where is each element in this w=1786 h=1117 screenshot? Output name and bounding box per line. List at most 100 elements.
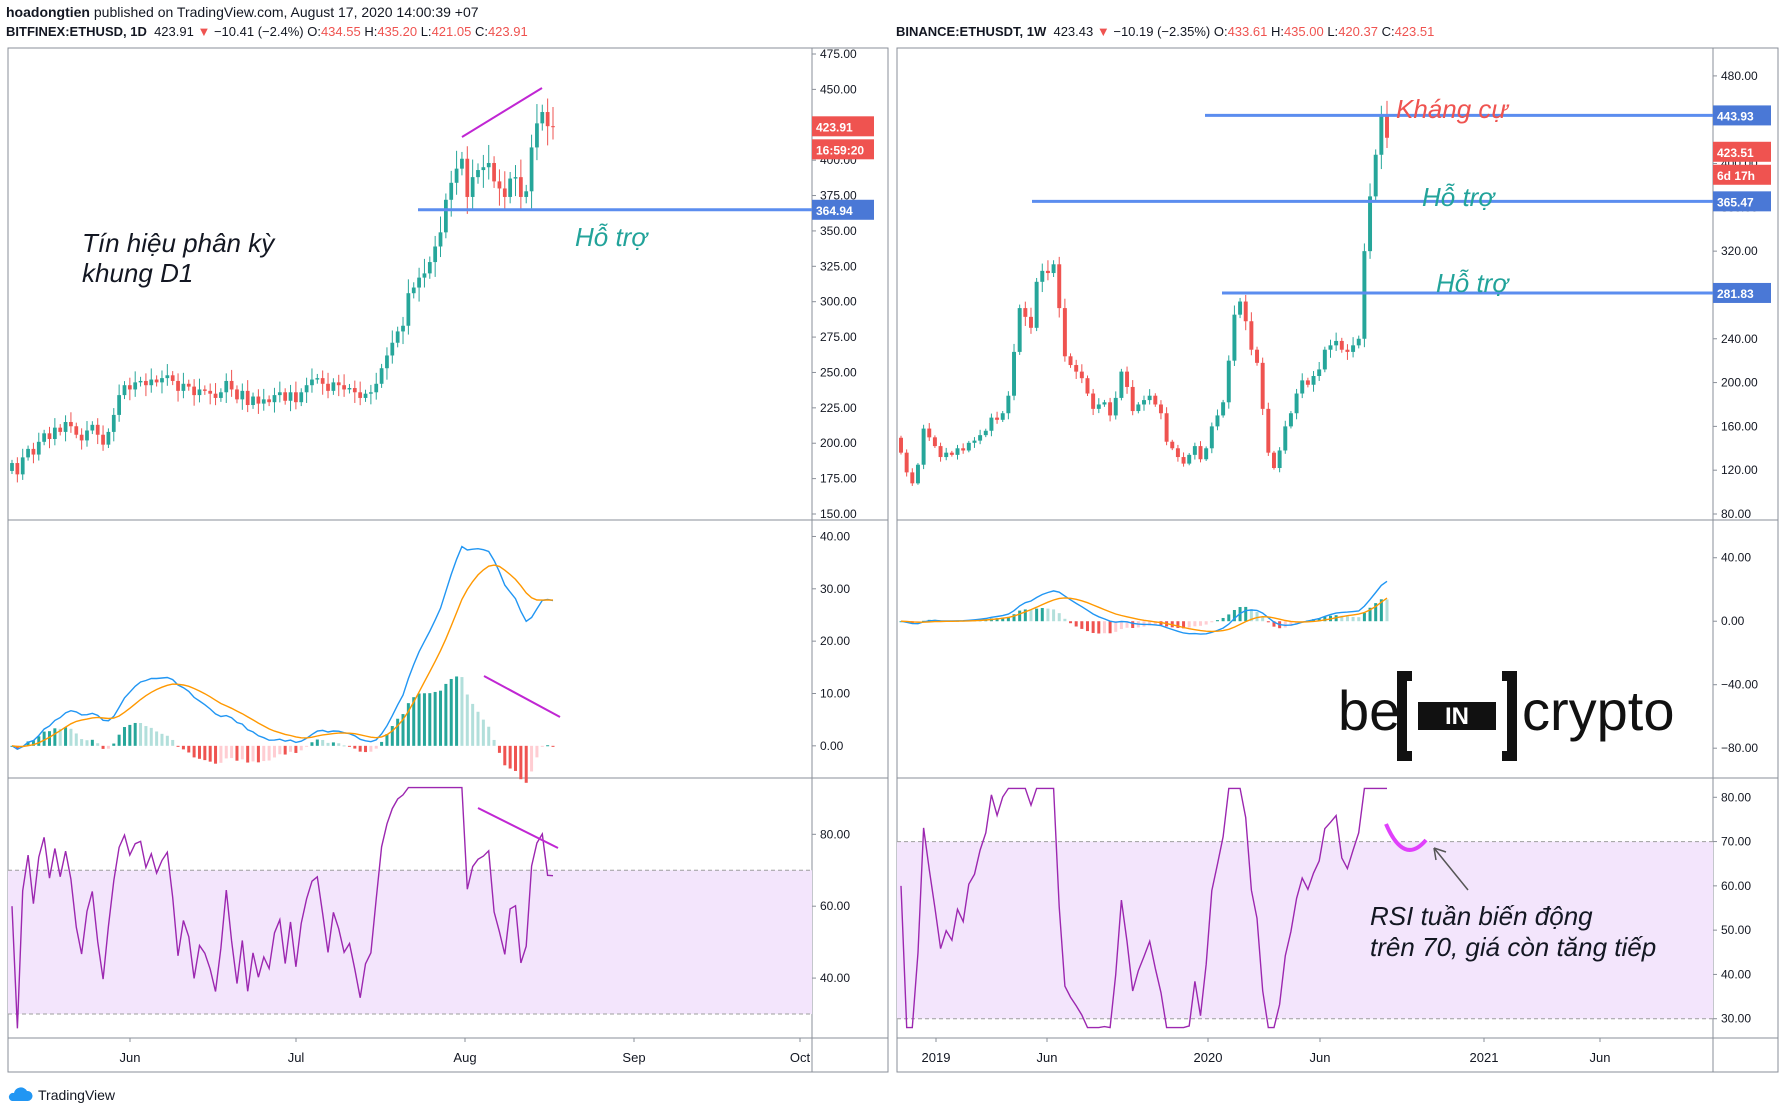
right-candle-body <box>1062 308 1067 357</box>
left-macd-hist-bar <box>214 745 218 764</box>
left-symbol[interactable]: BITFINEX:ETHUSD, 1D <box>6 24 147 39</box>
left-price-tick-label: 375.00 <box>820 189 857 203</box>
right-candle-body <box>1249 321 1254 350</box>
left-macd-hist-bar <box>235 745 239 761</box>
left-candle-body <box>331 382 336 391</box>
left-macd-hist-bar <box>128 724 132 746</box>
left-candle-body <box>529 147 534 192</box>
right-support2-label: Hỗ trợ <box>1436 268 1510 298</box>
right-macd-hist-bar <box>1289 621 1293 627</box>
right-macd-hist-bar <box>1035 608 1039 622</box>
left-macd-hist-bar <box>326 742 330 746</box>
left-macd-hist-bar <box>337 743 341 746</box>
right-high: 435.00 <box>1283 24 1324 39</box>
right-symbol[interactable]: BINANCE:ETHUSDT, 1W <box>896 24 1047 39</box>
left-candle-body <box>15 463 20 475</box>
publish-date: published on TradingView.com, August 17,… <box>93 4 479 20</box>
left-candle-body <box>422 273 427 278</box>
right-macd-hist-bar <box>1261 616 1265 622</box>
right-candle-body <box>910 472 915 484</box>
publish-info: hoadongtien published on TradingView.com… <box>6 4 479 20</box>
left-macd-hist-bar <box>422 693 426 746</box>
left-candle-body <box>267 399 271 403</box>
left-macd-hist-bar <box>503 745 507 766</box>
right-candle-body <box>1153 395 1158 405</box>
left-x-tick-label: Oct <box>790 1050 811 1065</box>
right-candle-body <box>944 452 949 458</box>
right-candle-body <box>1288 413 1293 427</box>
right-resistance-badge: 443.93 <box>1717 109 1754 123</box>
left-macd-hist-bar <box>106 745 110 749</box>
left-candle-body <box>160 378 164 383</box>
right-candle-body <box>995 417 1000 420</box>
right-macd-hist-bar <box>1046 608 1050 622</box>
left-macd-hist-bar <box>471 703 475 746</box>
left-macd-hist-bar <box>396 718 400 746</box>
left-macd-hist-bar <box>251 745 255 762</box>
left-rsi-divergence-line <box>477 807 559 849</box>
right-candle-body <box>1068 356 1073 366</box>
left-countdown-badge: 16:59:20 <box>816 143 864 157</box>
right-x-tick-label: Jun <box>1590 1050 1611 1065</box>
left-candle-body <box>111 414 116 432</box>
right-candle-body <box>1017 308 1022 352</box>
right-rsi-line <box>900 787 1387 1029</box>
right-candle-body <box>1232 314 1237 361</box>
right-countdown-badge: 6d 17h <box>1717 169 1755 183</box>
right-candle-body <box>1328 345 1333 350</box>
right-macd-hist-bar <box>1119 621 1123 630</box>
left-macd-hist-bar <box>272 745 276 758</box>
left-candle-body <box>352 388 357 393</box>
right-candle-body <box>899 437 903 453</box>
right-macd-hist-bar <box>1153 621 1157 626</box>
left-macd-hist-bar <box>160 733 164 746</box>
left-price-tick-label: 275.00 <box>820 330 857 344</box>
left-candle-body <box>427 262 432 274</box>
left-price-tick-label: 175.00 <box>820 472 857 486</box>
left-candle-body <box>481 167 486 171</box>
right-candle-body <box>904 452 909 473</box>
right-x-tick-label: 2019 <box>922 1050 951 1065</box>
left-x-tick-label: Aug <box>453 1050 476 1065</box>
left-price-tick-label: 300.00 <box>820 295 857 309</box>
left-change: −10.41 (−2.4%) <box>213 24 304 39</box>
left-candle-body <box>390 342 395 356</box>
right-rsi-tick-label: 70.00 <box>1721 835 1751 849</box>
right-price-badge: 423.51 <box>1717 146 1754 160</box>
right-rsi-note-line1: RSI tuần biến động <box>1370 901 1593 931</box>
left-macd-hist-bar <box>192 745 196 758</box>
right-rsi-band <box>897 841 1713 1019</box>
left-macd-hist-bar <box>460 677 464 746</box>
right-candle-body <box>1322 349 1327 370</box>
left-candle-body <box>85 430 89 441</box>
left-macd-hist-bar <box>305 745 309 747</box>
right-macd-hist-bar <box>1340 615 1344 622</box>
left-price-divergence-line <box>461 87 543 138</box>
publisher-name[interactable]: hoadongtien <box>6 4 90 20</box>
right-candle-body <box>1238 301 1243 315</box>
right-price-tick-label: 480.00 <box>1721 69 1758 83</box>
left-candle-body <box>90 424 95 431</box>
left-macd-hist-bar <box>133 722 137 746</box>
beincrypto-watermark: be IN crypto <box>1338 671 1675 761</box>
right-macd-hist-bar <box>1379 599 1383 622</box>
right-rsi-note-line2: trên 70, giá còn tăng tiếp <box>1370 932 1656 962</box>
right-change: −10.19 (−2.35%) <box>1113 24 1211 39</box>
left-candle-body <box>208 390 213 394</box>
left-candle-body <box>47 433 52 439</box>
left-candle-body <box>240 390 245 400</box>
right-price-badge-bg <box>1713 141 1771 162</box>
left-support-label: Hỗ trợ <box>575 222 649 252</box>
right-candle-body <box>1096 404 1101 409</box>
left-macd-hist-bar <box>519 745 523 780</box>
right-close: 423.51 <box>1394 24 1435 39</box>
right-candle-body <box>1136 404 1141 412</box>
tradingview-logo[interactable]: TradingView <box>6 1087 115 1103</box>
left-candle-body <box>438 232 443 247</box>
right-macd-hist-bar <box>1249 609 1253 622</box>
right-candle-body <box>1198 446 1203 460</box>
right-macd-hist-bar <box>1108 621 1112 634</box>
left-candle-body <box>518 177 523 197</box>
right-macd-hist-bar <box>1345 616 1349 622</box>
